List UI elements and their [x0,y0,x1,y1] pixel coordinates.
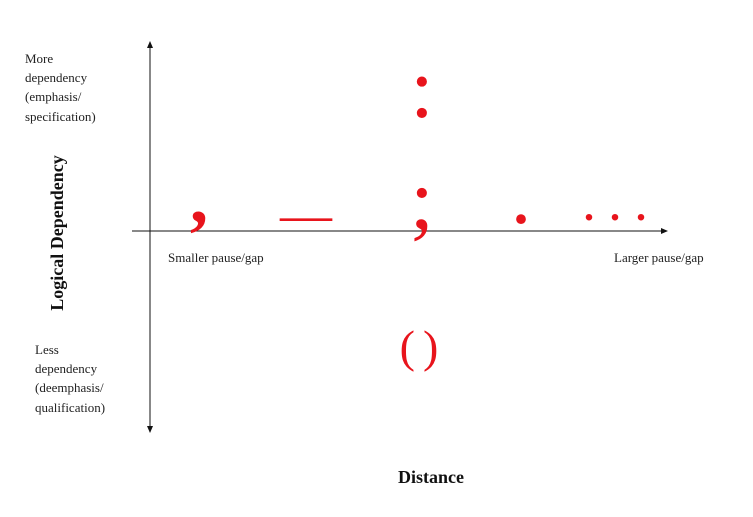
bottom-label: Less [35,342,59,357]
period: . [514,170,529,236]
bottom-label: qualification) [35,400,105,415]
comma: , [190,158,208,238]
top-label: dependency [25,70,88,85]
bottom-label: (deemphasis/ [35,380,104,395]
y-axis-title: Logical Dependency [47,155,67,311]
top-label: More [25,51,53,66]
bottom-label: dependency [35,361,98,376]
x-axis-title: Distance [398,467,464,487]
dash: — [279,187,333,244]
left-label: Smaller pause/gap [168,250,264,265]
colon: : [410,40,434,136]
top-label: specification) [25,109,96,124]
top-label: (emphasis/ [25,89,82,104]
right-label: Larger pause/gap [614,250,704,265]
parentheses: () [400,321,447,372]
semicolon: ; [410,151,434,247]
ellipsis: ... [584,184,662,229]
